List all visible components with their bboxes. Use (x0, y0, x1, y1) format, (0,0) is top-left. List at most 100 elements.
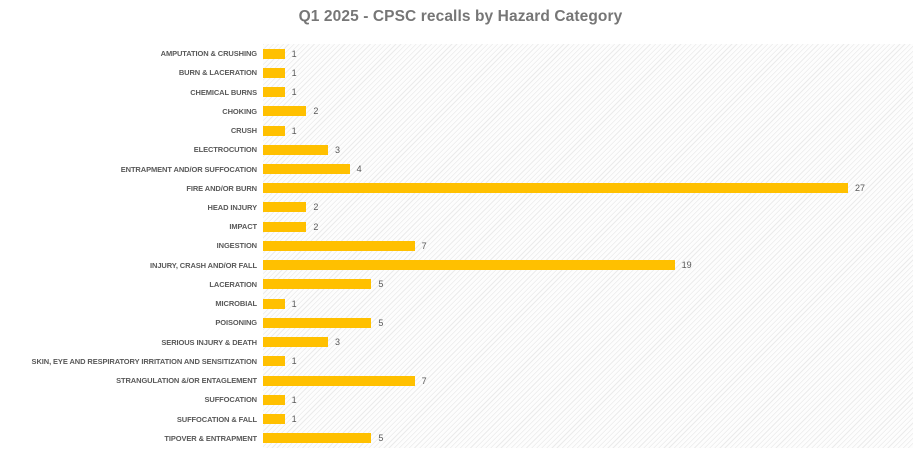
bar (263, 375, 415, 386)
value-label: 3 (335, 337, 341, 348)
bar-track: 5 (263, 313, 913, 332)
chart-row: MICROBIAL 1 (0, 294, 913, 313)
bar (263, 394, 285, 405)
value-label: 1 (291, 356, 297, 367)
chart-row: STRANGULATION &/OR ENTAGLEMENT 7 (0, 371, 913, 390)
bar (263, 221, 307, 232)
value-label: 1 (291, 394, 297, 405)
bar (263, 356, 285, 367)
category-label: HEAD INJURY (207, 202, 258, 212)
bar (263, 183, 848, 194)
bar (263, 337, 328, 348)
category-label: SKIN, EYE AND RESPIRATORY IRRITATION AND… (31, 356, 258, 366)
bar (263, 67, 285, 78)
chart-row: CRUSH 1 (0, 121, 913, 140)
bar-track: 2 (263, 102, 913, 121)
category-label: SUFFOCATION (204, 395, 257, 405)
bar (263, 298, 285, 309)
bar-track: 1 (263, 44, 913, 63)
value-label: 2 (313, 106, 319, 117)
value-label: 2 (313, 221, 319, 232)
value-label: 7 (421, 375, 427, 386)
chart-row: SUFFOCATION & FALL 1 (0, 409, 913, 428)
bar (263, 125, 285, 136)
value-label: 1 (291, 48, 297, 59)
bar (263, 48, 285, 59)
bar (263, 279, 372, 290)
chart-row: SKIN, EYE AND RESPIRATORY IRRITATION AND… (0, 352, 913, 371)
category-label: STRANGULATION &/OR ENTAGLEMENT (116, 376, 257, 386)
value-label: 5 (378, 433, 384, 444)
chart-row: FIRE AND/OR BURN 27 (0, 179, 913, 198)
bar-track: 7 (263, 371, 913, 390)
chart-row: SERIOUS INJURY & DEATH 3 (0, 333, 913, 352)
bar-track: 1 (263, 352, 913, 371)
value-label: 1 (291, 87, 297, 98)
value-label: 7 (421, 240, 427, 251)
bar (263, 144, 328, 155)
category-label: CHOKING (222, 106, 257, 116)
category-label: ELECTROCUTION (193, 145, 257, 155)
bar-track: 5 (263, 275, 913, 294)
bar-track: 1 (263, 82, 913, 101)
category-label: POISONING (215, 318, 257, 328)
bar-track: 7 (263, 236, 913, 255)
chart-row: ELECTROCUTION 3 (0, 140, 913, 159)
bar-track: 2 (263, 217, 913, 236)
chart-row: LACERATION 5 (0, 275, 913, 294)
bar (263, 240, 415, 251)
bar-track: 1 (263, 390, 913, 409)
bar-track: 19 (263, 256, 913, 275)
bar-track: 3 (263, 333, 913, 352)
bar-track: 2 (263, 198, 913, 217)
chart-title: Q1 2025 - CPSC recalls by Hazard Categor… (298, 8, 623, 25)
category-label: AMPUTATION & CRUSHING (160, 49, 257, 59)
bar (263, 87, 285, 98)
category-label: BURN & LACERATION (178, 68, 257, 78)
value-label: 27 (855, 183, 866, 194)
bar-track: 5 (263, 429, 913, 448)
bar (263, 106, 307, 117)
bar-track: 1 (263, 294, 913, 313)
category-label: INGESTION (216, 241, 257, 251)
chart-row: HEAD INJURY 2 (0, 198, 913, 217)
bar-track: 4 (263, 159, 913, 178)
category-label: MICROBIAL (215, 299, 257, 309)
category-label: CRUSH (230, 126, 257, 136)
value-label: 4 (356, 164, 362, 175)
chart-row: IMPACT 2 (0, 217, 913, 236)
chart-row: AMPUTATION & CRUSHING 1 (0, 44, 913, 63)
chart-row: POISONING 5 (0, 313, 913, 332)
value-label: 5 (378, 279, 384, 290)
value-label: 1 (291, 414, 297, 425)
chart-row: CHOKING 2 (0, 102, 913, 121)
category-label: FIRE AND/OR BURN (186, 183, 257, 193)
bar (263, 164, 350, 175)
chart-row: TIPOVER & ENTRAPMENT 5 (0, 429, 913, 448)
bar-track: 3 (263, 140, 913, 159)
bar (263, 260, 675, 271)
bar (263, 317, 372, 328)
category-label: SUFFOCATION & FALL (176, 414, 257, 424)
value-label: 3 (335, 144, 341, 155)
category-label: LACERATION (209, 279, 257, 289)
chart-rows: AMPUTATION & CRUSHING 1 BURN & LACERATION 1… (0, 44, 913, 448)
bar-track: 1 (263, 121, 913, 140)
bar-track: 1 (263, 63, 913, 82)
chart-row: ENTRAPMENT AND/OR SUFFOCATION 4 (0, 159, 913, 178)
category-label: SERIOUS INJURY & DEATH (161, 337, 257, 347)
bar (263, 202, 307, 213)
category-label: ENTRAPMENT AND/OR SUFFOCATION (120, 164, 257, 174)
chart-row: SUFFOCATION 1 (0, 390, 913, 409)
category-label: TIPOVER & ENTRAPMENT (164, 433, 257, 443)
chart-row: INJURY, CRASH AND/OR FALL 19 (0, 256, 913, 275)
value-label: 19 (681, 260, 692, 271)
bar (263, 414, 285, 425)
value-label: 2 (313, 202, 319, 213)
category-label: INJURY, CRASH AND/OR FALL (150, 260, 257, 270)
bar-chart: AMPUTATION & CRUSHING 1 BURN & LACERATION 1… (0, 44, 913, 448)
chart-row: BURN & LACERATION 1 (0, 63, 913, 82)
category-label: IMPACT (229, 222, 257, 232)
chart-row: INGESTION 7 (0, 236, 913, 255)
